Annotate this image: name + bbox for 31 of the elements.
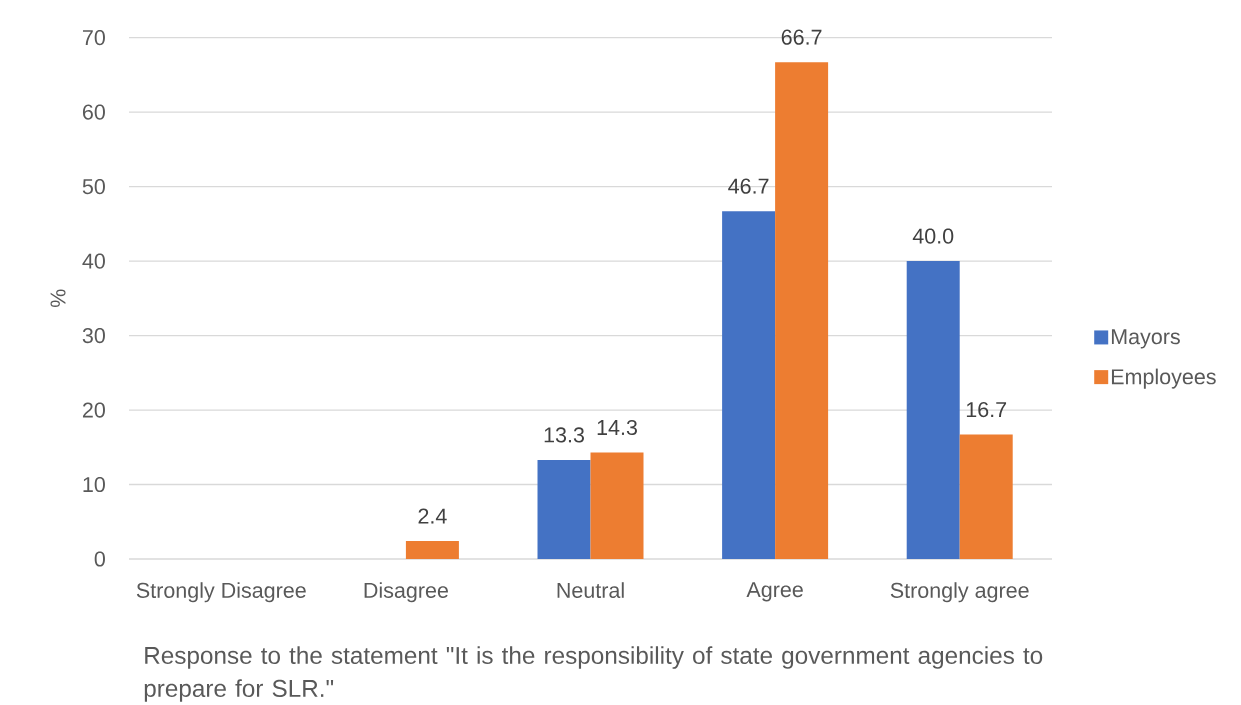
- y-tick-label: 50: [82, 178, 105, 195]
- x-tick-label: Agree: [746, 582, 803, 602]
- data-label: 16.7: [966, 402, 1007, 418]
- bar: [906, 261, 960, 559]
- bar: [590, 452, 644, 559]
- y-axis-title: %: [50, 289, 66, 308]
- y-tick-label: 10: [83, 476, 105, 493]
- y-tick-label: 60: [82, 104, 105, 120]
- x-tick-label: Disagree: [364, 582, 448, 603]
- y-tick-label: 0: [94, 551, 105, 567]
- y-tick-label: 30: [82, 327, 105, 344]
- x-axis-title: Response to the statement "It is the responsibility of state government agencies to prepare for SLR.": [144, 646, 1043, 702]
- x-tick-label: Strongly agree: [890, 582, 1029, 603]
- bar: [405, 541, 459, 559]
- y-tick-label: 20: [82, 402, 105, 418]
- x-tick-label: Neutral: [557, 582, 624, 598]
- bar: [722, 211, 776, 559]
- data-label: 66.7: [781, 29, 822, 45]
- bar: [775, 62, 829, 559]
- data-label: 13.3: [544, 427, 584, 443]
- data-label: 46.7: [728, 178, 769, 194]
- bar: [537, 459, 591, 559]
- legend-label: Mayors: [1111, 329, 1180, 349]
- y-tick-label: 70: [82, 30, 105, 46]
- y-tick-label: 40: [82, 253, 105, 269]
- data-label: 2.4: [418, 508, 447, 524]
- data-label: 14.3: [597, 419, 637, 436]
- data-label: 40.0: [912, 228, 954, 244]
- legend-label: Employees: [1111, 368, 1216, 389]
- x-tick-label: Strongly Disagree: [136, 582, 306, 603]
- bar: [959, 434, 1013, 559]
